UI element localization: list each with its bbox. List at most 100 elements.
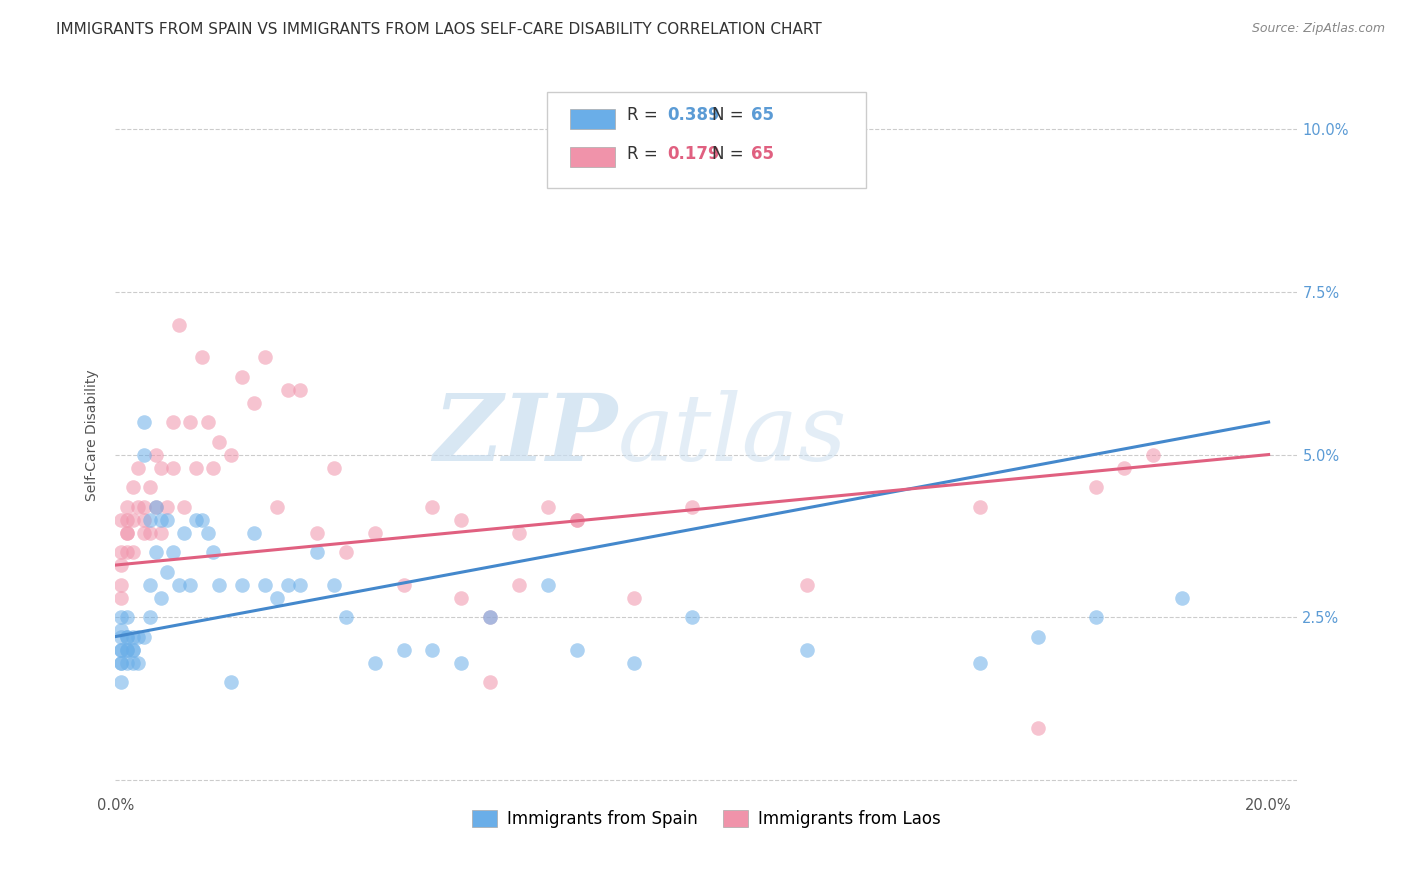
Point — [110, 512, 132, 526]
Point — [254, 577, 277, 591]
Point — [121, 642, 143, 657]
Point — [508, 577, 530, 591]
Point — [132, 512, 155, 526]
Point — [110, 656, 132, 670]
Point — [1084, 610, 1107, 624]
Point — [115, 525, 138, 540]
Point — [150, 512, 173, 526]
Point — [1026, 630, 1049, 644]
Point — [242, 395, 264, 409]
Point — [156, 500, 179, 514]
Point — [450, 656, 472, 670]
Point — [110, 656, 132, 670]
Point — [121, 480, 143, 494]
Point — [139, 577, 162, 591]
Point — [364, 656, 387, 670]
Point — [537, 500, 560, 514]
Point — [184, 460, 207, 475]
Point — [288, 383, 311, 397]
Point — [450, 591, 472, 605]
Point — [202, 460, 225, 475]
Point — [1142, 448, 1164, 462]
Point — [565, 642, 588, 657]
Point — [115, 512, 138, 526]
Point — [392, 577, 415, 591]
Point — [121, 512, 143, 526]
Point — [110, 577, 132, 591]
Point — [127, 656, 149, 670]
Point — [323, 460, 346, 475]
Point — [115, 500, 138, 514]
Point — [335, 545, 357, 559]
Point — [139, 610, 162, 624]
Point — [115, 656, 138, 670]
Point — [191, 350, 214, 364]
Text: ZIP: ZIP — [433, 390, 617, 480]
Point — [115, 525, 138, 540]
Point — [110, 591, 132, 605]
Point — [132, 500, 155, 514]
Point — [115, 630, 138, 644]
Point — [121, 545, 143, 559]
Text: R =: R = — [627, 105, 664, 124]
Point — [623, 656, 645, 670]
Point — [197, 525, 219, 540]
Point — [167, 318, 190, 332]
Point — [537, 577, 560, 591]
Point — [110, 642, 132, 657]
Text: 65: 65 — [751, 145, 775, 163]
Point — [208, 434, 231, 449]
Point — [139, 525, 162, 540]
Point — [132, 448, 155, 462]
Point — [242, 525, 264, 540]
Legend: Immigrants from Spain, Immigrants from Laos: Immigrants from Spain, Immigrants from L… — [465, 803, 948, 834]
Point — [184, 512, 207, 526]
Point — [173, 525, 195, 540]
Point — [110, 630, 132, 644]
Point — [173, 500, 195, 514]
Point — [277, 577, 299, 591]
Point — [231, 369, 253, 384]
Point — [139, 480, 162, 494]
Point — [162, 460, 184, 475]
Point — [110, 610, 132, 624]
Point — [288, 577, 311, 591]
Text: atlas: atlas — [617, 390, 848, 480]
Point — [110, 675, 132, 690]
Point — [969, 500, 991, 514]
Point — [110, 558, 132, 573]
Point — [191, 512, 214, 526]
Point — [796, 642, 818, 657]
Point — [266, 500, 288, 514]
Point — [127, 500, 149, 514]
Point — [156, 512, 179, 526]
Text: IMMIGRANTS FROM SPAIN VS IMMIGRANTS FROM LAOS SELF-CARE DISABILITY CORRELATION C: IMMIGRANTS FROM SPAIN VS IMMIGRANTS FROM… — [56, 22, 823, 37]
Point — [202, 545, 225, 559]
Point — [219, 675, 242, 690]
Point — [197, 415, 219, 429]
Text: 0.179: 0.179 — [668, 145, 720, 163]
Point — [681, 500, 703, 514]
Y-axis label: Self-Care Disability: Self-Care Disability — [86, 369, 100, 501]
Point — [179, 415, 201, 429]
Point — [231, 577, 253, 591]
Point — [110, 642, 132, 657]
Point — [364, 525, 387, 540]
Point — [110, 623, 132, 637]
Point — [162, 545, 184, 559]
Point — [254, 350, 277, 364]
Point — [132, 630, 155, 644]
Point — [450, 512, 472, 526]
Point — [266, 591, 288, 605]
Point — [796, 577, 818, 591]
Point — [1084, 480, 1107, 494]
Point — [115, 642, 138, 657]
Point — [179, 577, 201, 591]
Point — [132, 415, 155, 429]
Point — [127, 630, 149, 644]
Point — [969, 656, 991, 670]
Text: Source: ZipAtlas.com: Source: ZipAtlas.com — [1251, 22, 1385, 36]
Point — [219, 448, 242, 462]
Point — [167, 577, 190, 591]
Point — [115, 642, 138, 657]
